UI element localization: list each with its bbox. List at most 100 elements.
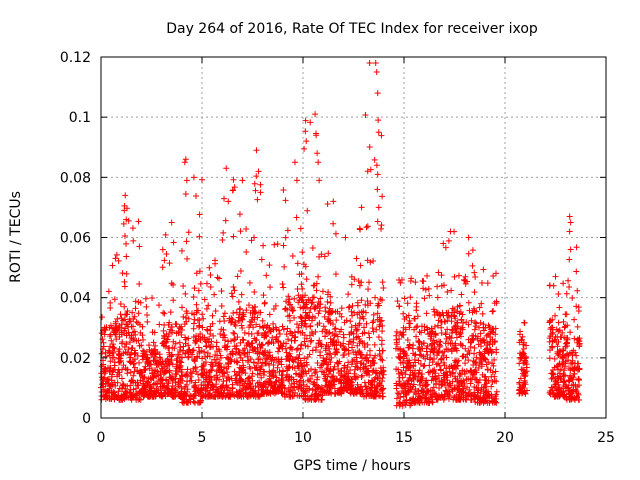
data-point xyxy=(405,344,412,351)
data-point xyxy=(309,392,316,399)
data-point xyxy=(431,346,438,353)
data-point xyxy=(364,341,371,348)
data-point xyxy=(521,319,528,326)
data-point xyxy=(255,348,262,355)
data-point xyxy=(248,319,255,326)
data-point xyxy=(293,177,300,184)
data-point xyxy=(361,329,368,336)
data-point xyxy=(121,303,128,310)
data-point xyxy=(493,388,500,395)
data-point xyxy=(315,340,322,347)
data-point xyxy=(476,399,483,406)
data-point xyxy=(120,362,127,369)
data-point xyxy=(313,132,320,139)
data-point xyxy=(270,362,277,369)
data-point xyxy=(230,309,237,316)
data-point xyxy=(360,361,367,368)
data-point xyxy=(201,393,208,400)
data-point xyxy=(488,350,495,357)
data-point xyxy=(268,358,275,365)
data-point xyxy=(214,352,221,359)
data-point xyxy=(178,384,185,391)
data-point xyxy=(112,331,119,338)
y-tick-label: 0.08 xyxy=(60,170,91,186)
data-point xyxy=(191,285,198,292)
data-point xyxy=(196,233,203,240)
data-point xyxy=(268,372,275,379)
data-point xyxy=(481,384,488,391)
data-point xyxy=(103,378,110,385)
data-point xyxy=(131,313,138,320)
data-point xyxy=(275,337,282,344)
data-point xyxy=(334,359,341,366)
data-point xyxy=(193,270,200,277)
data-point xyxy=(377,382,384,389)
data-point xyxy=(560,318,567,325)
data-point xyxy=(266,262,273,269)
data-point xyxy=(356,321,363,328)
data-point xyxy=(362,383,369,390)
data-point xyxy=(353,255,360,262)
data-point xyxy=(246,341,253,348)
data-point xyxy=(323,378,330,385)
data-point xyxy=(123,270,130,277)
data-point xyxy=(375,334,382,341)
data-point xyxy=(219,393,226,400)
data-point xyxy=(560,280,567,287)
data-point xyxy=(309,244,316,251)
data-point xyxy=(174,353,181,360)
data-point xyxy=(327,384,334,391)
data-point xyxy=(302,395,309,402)
data-point xyxy=(203,326,210,333)
data-point xyxy=(412,279,419,286)
data-point xyxy=(479,310,486,317)
data-point xyxy=(440,282,447,289)
data-point xyxy=(397,279,404,286)
data-point xyxy=(362,111,369,118)
data-point xyxy=(357,351,364,358)
data-point xyxy=(374,316,381,323)
data-point xyxy=(308,393,315,400)
data-point xyxy=(489,308,496,315)
x-tick-label: 5 xyxy=(198,430,207,446)
data-point xyxy=(115,348,122,355)
data-point xyxy=(266,378,273,385)
data-point xyxy=(465,375,472,382)
data-point xyxy=(372,294,379,301)
data-point xyxy=(132,305,139,312)
data-point xyxy=(231,335,238,342)
data-point xyxy=(376,323,383,330)
data-point xyxy=(411,352,418,359)
data-point xyxy=(345,341,352,348)
data-point xyxy=(193,301,200,308)
data-point xyxy=(404,360,411,367)
data-point xyxy=(425,285,432,292)
data-point xyxy=(179,354,186,361)
data-point xyxy=(333,345,340,352)
data-point xyxy=(256,379,263,386)
data-point xyxy=(476,377,483,384)
data-point xyxy=(465,357,472,364)
data-point xyxy=(302,117,309,124)
data-point xyxy=(473,369,480,376)
data-point xyxy=(288,337,295,344)
data-point xyxy=(480,266,487,273)
data-point xyxy=(204,393,211,400)
data-point xyxy=(202,385,209,392)
data-point xyxy=(458,291,465,298)
data-point xyxy=(165,386,172,393)
data-point xyxy=(293,370,300,377)
data-point xyxy=(459,388,466,395)
data-point xyxy=(486,330,493,337)
data-point xyxy=(196,268,203,275)
data-point xyxy=(302,292,309,299)
data-point xyxy=(488,394,495,401)
data-point xyxy=(161,257,168,264)
data-point xyxy=(563,394,570,401)
data-point xyxy=(116,358,123,365)
data-point xyxy=(220,390,227,397)
data-point xyxy=(569,357,576,364)
data-point xyxy=(446,363,453,370)
data-point xyxy=(237,267,244,274)
data-point xyxy=(139,323,146,330)
